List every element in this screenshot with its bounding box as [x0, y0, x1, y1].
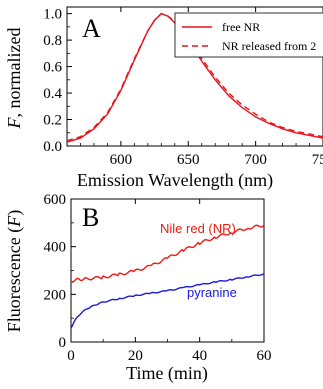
- panel-a-xtick-label-750: 750: [312, 152, 323, 168]
- panel-a-ytick-label-0-8: 0.8: [43, 33, 62, 49]
- legend-box: [174, 12, 323, 58]
- panel-b-xtick-label-60: 60: [257, 348, 272, 364]
- panel-a-ylabel-rest: , normalized: [4, 28, 24, 118]
- panel-a: 600 650 700 750 0.0 0.2 0.4 0.6 0.8 1.0 A free NR…: [4, 6, 323, 191]
- panel-a-frame: [66, 6, 323, 147]
- panel-b-xlabel: Time (min): [126, 363, 208, 384]
- panel-a-xlabel: Emission Wavelength (nm): [77, 170, 273, 191]
- panel-a-ylabel-italic: F: [4, 116, 24, 129]
- panel-a-ytick-label-1-0: 1.0: [43, 7, 62, 23]
- panel-a-ytick-label-0-4: 0.4: [43, 86, 62, 102]
- panel-b-series-nile-red-nr: [70, 224, 265, 283]
- panel-b-xtick-label-20: 20: [128, 348, 143, 364]
- panel-b-ytick-label-600: 600: [44, 192, 67, 208]
- panel-a-ytick-label-0-2: 0.2: [43, 113, 62, 129]
- panel-a-ticks: [66, 7, 323, 147]
- panel-b-ylabel-italic: F: [4, 215, 24, 228]
- panel-a-tick-labels: 600 650 700 750 0.0 0.2 0.4 0.6 0.8 1.0: [43, 7, 323, 168]
- panel-b-lines: [70, 224, 265, 329]
- panel-a-ytick-label-0-6: 0.6: [43, 60, 62, 76]
- legend-label-free-nr: free NR: [222, 20, 260, 34]
- panel-b-xtick-label-0: 0: [67, 348, 75, 364]
- series-label-nile-red: Nile red (NR): [160, 221, 236, 236]
- series-label-pyranine: pyranine: [187, 285, 237, 300]
- panel-b-ylabel: Fluorescence (F): [4, 210, 25, 332]
- panel-b-ylabel-prefix: Fluorescence (: [4, 227, 25, 332]
- panel-a-letter: A: [82, 14, 101, 43]
- panel-b-series-pyranine: [70, 273, 265, 329]
- panel-b-ylabel-suffix: ): [4, 210, 25, 216]
- panel-a-ylabel: F, normalized: [4, 28, 24, 130]
- legend: free NR NR released from 2: [174, 12, 323, 58]
- panel-a-xtick-label-600: 600: [110, 152, 133, 168]
- panel-b-ytick-label-200: 200: [44, 287, 67, 303]
- panel-b-ytick-label-0: 0: [59, 335, 67, 351]
- panel-a-xtick-label-650: 650: [177, 152, 200, 168]
- legend-label-nr-released: NR released from 2: [222, 39, 316, 53]
- panel-b-ytick-label-400: 400: [44, 240, 67, 256]
- panel-a-ytick-label-0-0: 0.0: [43, 139, 62, 155]
- panel-b-letter: B: [82, 203, 99, 232]
- panel-a-xtick-label-700: 700: [244, 152, 267, 168]
- panel-b-ticks: [70, 198, 265, 343]
- panel-b-xtick-label-40: 40: [192, 348, 207, 364]
